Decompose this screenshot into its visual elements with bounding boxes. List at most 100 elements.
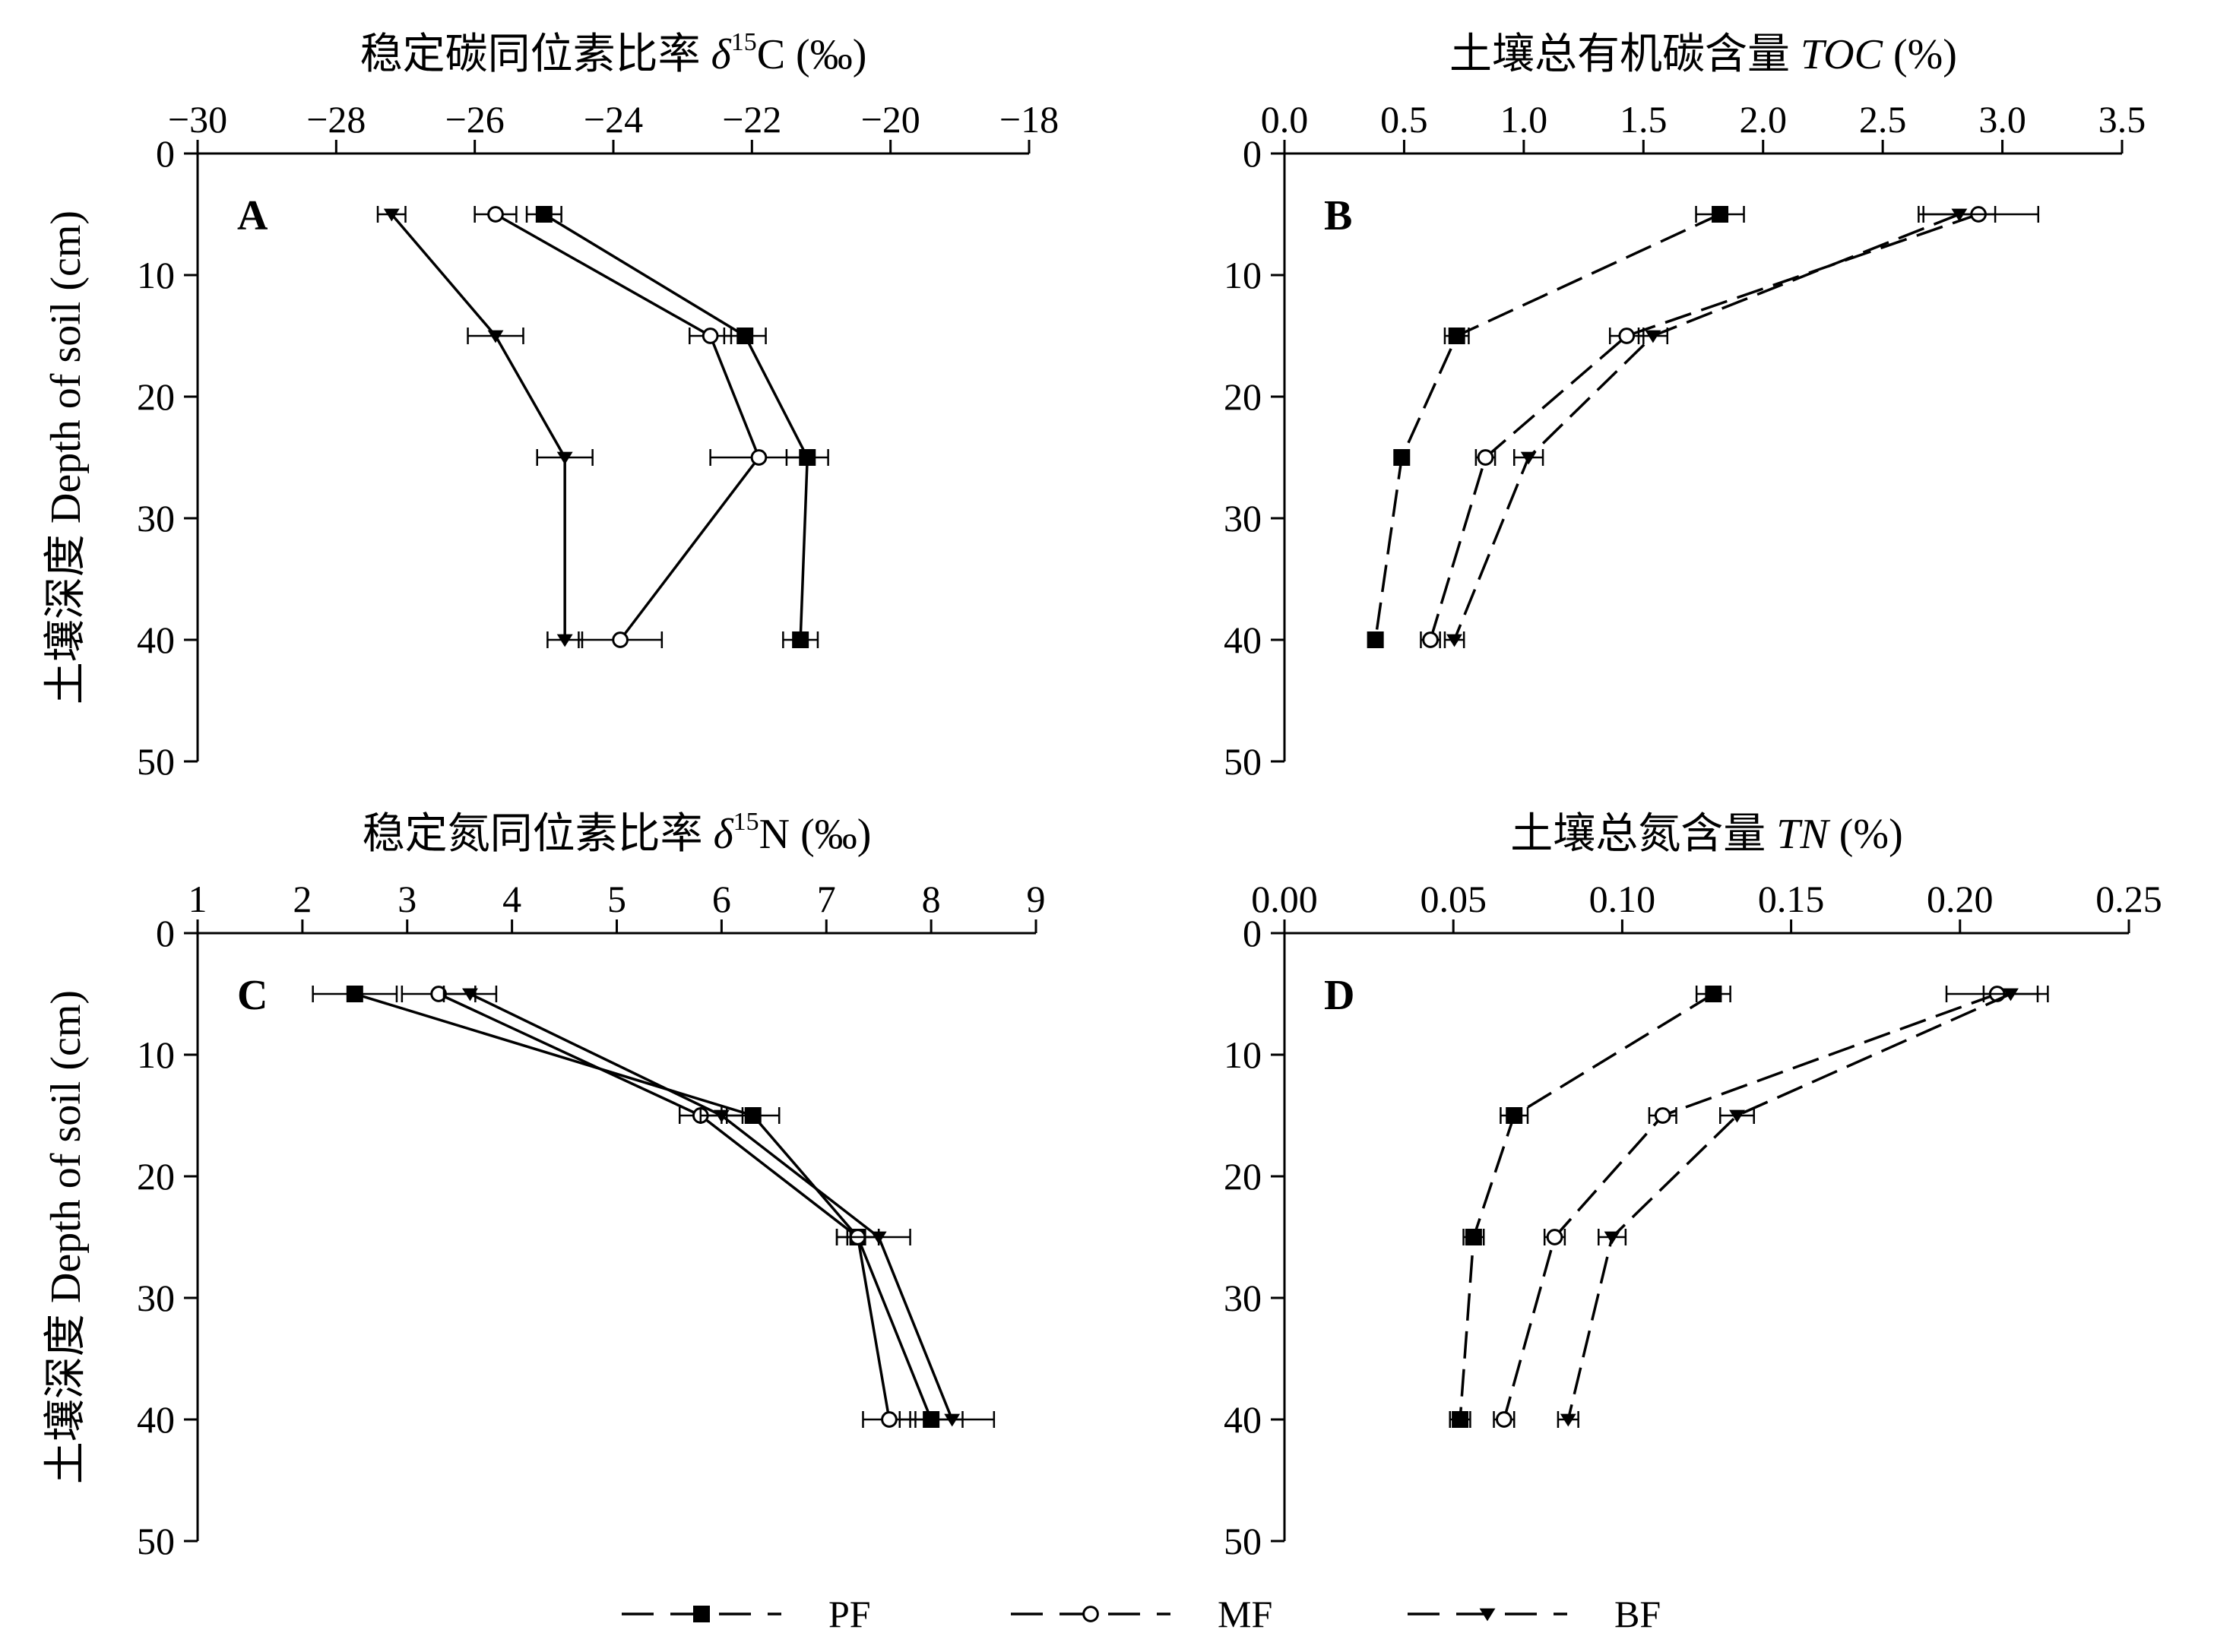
- legend-marker: [693, 1606, 710, 1622]
- series-pf: [525, 206, 829, 648]
- series-line: [390, 213, 566, 640]
- x-tick-label: 0.20: [1927, 878, 1994, 920]
- x-tick-label: 1: [188, 878, 207, 920]
- x-axis-title-symbol: δ: [711, 31, 732, 78]
- x-axis-title-unit: C (‰): [757, 31, 867, 78]
- y-tick-label: 30: [137, 1277, 175, 1319]
- x-tick-label: 7: [817, 878, 836, 920]
- series-bf: [1443, 206, 1997, 648]
- data-point: [870, 1231, 887, 1245]
- y-tick-label: 10: [137, 1033, 175, 1076]
- data-point: [1367, 631, 1384, 648]
- data-point: [346, 986, 363, 1002]
- series-bf: [442, 986, 996, 1428]
- data-point: [1422, 631, 1439, 648]
- data-point: [556, 634, 573, 647]
- x-axis-title-unit: (%): [1829, 811, 1903, 858]
- x-tick-label: −20: [861, 98, 920, 141]
- series-pf: [1367, 206, 1745, 648]
- series-line: [1373, 213, 1721, 641]
- legend-entry-mf: MF: [1011, 1593, 1272, 1635]
- x-tick-label: 4: [502, 878, 521, 920]
- series-line: [1566, 992, 2012, 1420]
- data-point: [1520, 451, 1537, 465]
- x-tick-label: 9: [1027, 878, 1046, 920]
- x-tick-label: 2.0: [1739, 98, 1787, 141]
- data-point: [702, 328, 719, 344]
- x-tick-label: 2.5: [1859, 98, 1907, 141]
- y-tick-label: 30: [1224, 1277, 1262, 1319]
- legend-entry-bf: BF: [1408, 1593, 1661, 1635]
- data-point: [487, 206, 504, 223]
- series-line: [1459, 992, 1715, 1420]
- legend-label: MF: [1218, 1593, 1272, 1635]
- y-tick-label: 40: [137, 619, 175, 661]
- y-tick-label: 40: [137, 1398, 175, 1441]
- y-tick-label: 10: [137, 254, 175, 296]
- y-tick-label: 10: [1224, 1033, 1262, 1076]
- x-tick-label: −18: [999, 98, 1059, 141]
- data-point: [744, 1107, 762, 1124]
- x-axis-title-symbol: TOC: [1801, 31, 1883, 78]
- x-tick-label: −22: [722, 98, 781, 141]
- x-axis-title-superscript: 15: [731, 28, 757, 56]
- x-tick-label: 6: [712, 878, 731, 920]
- y-axis-title: 土壤深度 Depth of soil (cm): [43, 990, 90, 1484]
- series-line: [438, 992, 891, 1420]
- data-point: [1645, 330, 1661, 343]
- y-tick-label: 40: [1224, 1398, 1262, 1441]
- y-tick-label: 0: [156, 912, 175, 954]
- data-point: [1604, 1231, 1620, 1245]
- y-tick-label: 10: [1224, 254, 1262, 296]
- x-tick-label: 3.0: [1978, 98, 2026, 141]
- data-point: [462, 988, 478, 1002]
- x-tick-label: 0.0: [1261, 98, 1309, 141]
- data-point: [1560, 1413, 1576, 1427]
- x-axis-title: 稳定碳同位素比率 δ15C (‰): [360, 28, 867, 78]
- data-point: [1729, 1109, 1745, 1123]
- x-axis-title-superscript: 15: [733, 808, 759, 836]
- x-axis-title-unit: (%): [1883, 31, 1957, 78]
- data-point: [881, 1411, 898, 1428]
- panel-letter: B: [1324, 192, 1352, 239]
- x-axis-title-text: 土壤总有机碳含量: [1449, 31, 1801, 78]
- x-tick-label: 0.10: [1589, 878, 1656, 920]
- x-tick-label: 0.25: [2095, 878, 2162, 920]
- data-point: [1446, 634, 1462, 647]
- data-point: [1496, 1411, 1512, 1428]
- x-tick-label: −28: [306, 98, 366, 141]
- data-point: [1705, 986, 1722, 1002]
- data-point: [1654, 1107, 1671, 1124]
- data-point: [1618, 328, 1636, 344]
- x-tick-label: 1.0: [1500, 98, 1548, 141]
- x-axis-title-unit: N (‰): [759, 811, 872, 858]
- x-axis-title-text: 土壤总氮含量: [1510, 811, 1776, 858]
- x-axis-title: 土壤总氮含量 TN (%): [1510, 811, 1902, 858]
- x-tick-label: 0.05: [1420, 878, 1487, 920]
- y-tick-label: 20: [137, 375, 175, 418]
- series-bf: [376, 206, 594, 648]
- panel-letter: A: [237, 192, 268, 239]
- y-tick-label: 20: [137, 1155, 175, 1198]
- y-tick-label: 30: [137, 497, 175, 540]
- legend-marker: [1479, 1608, 1496, 1622]
- data-point: [1448, 328, 1465, 344]
- x-tick-label: 0.5: [1380, 98, 1428, 141]
- series-line: [1452, 213, 1960, 641]
- legend-marker: [1082, 1606, 1099, 1622]
- y-tick-label: 40: [1224, 619, 1262, 661]
- x-tick-label: 8: [922, 878, 941, 920]
- x-axis-title: 土壤总有机碳含量 TOC (%): [1449, 31, 1957, 78]
- y-tick-label: 0: [156, 132, 175, 175]
- data-point: [736, 328, 754, 344]
- x-tick-label: 2: [293, 878, 312, 920]
- y-tick-label: 0: [1243, 912, 1262, 954]
- panel-c: 1 2 3 4 5 6 7 8 9 0 10 20 30 40 50 稳定氮同位素比率 δ15N (‰) 土壤深…: [43, 808, 1046, 1562]
- x-tick-label: −24: [584, 98, 643, 141]
- data-point: [1506, 1107, 1523, 1124]
- y-tick-label: 30: [1224, 497, 1262, 540]
- data-point: [383, 208, 400, 222]
- x-axis-title-symbol: TN: [1776, 811, 1830, 858]
- x-axis-title: 稳定氮同位素比率 δ15N (‰): [363, 808, 872, 858]
